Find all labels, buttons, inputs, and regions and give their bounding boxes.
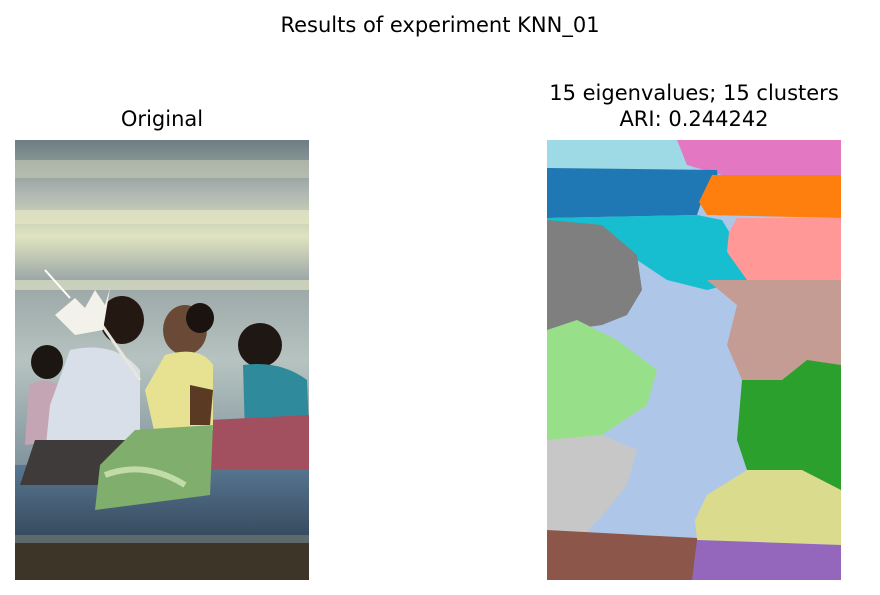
man-head — [100, 296, 144, 344]
segmentation-canvas — [547, 140, 841, 580]
wall-light-band-2 — [15, 280, 309, 290]
white-flower-offering — [55, 288, 110, 335]
segmentation-map — [547, 140, 841, 580]
segment-lightgray — [547, 435, 637, 532]
segment-lightred — [727, 218, 841, 280]
segment-pink — [677, 140, 841, 175]
front-woman-skirt — [95, 425, 213, 510]
segment-lightbrown — [707, 280, 841, 380]
segmentation-title: 15 eigenvalues; 15 clusters ARI: 0.24424… — [487, 80, 880, 132]
segmentation-title-line1: 15 eigenvalues; 15 clusters — [549, 81, 839, 105]
front-woman-sash — [190, 385, 213, 425]
original-image-title: Original — [120, 107, 204, 131]
segment-olive — [695, 470, 841, 545]
segment-brown — [547, 530, 699, 580]
man-shirt — [45, 347, 140, 455]
skirt-pattern — [103, 466, 187, 488]
segment-orange — [699, 175, 841, 218]
figure-title: Results of experiment KNN_01 — [280, 13, 600, 37]
segment-gray — [547, 220, 642, 330]
segment-green — [737, 360, 841, 500]
wall-light-band — [15, 210, 309, 224]
segment-lightblue — [547, 140, 692, 170]
original-photo — [15, 140, 309, 580]
wall-molding — [15, 160, 309, 178]
back-woman-skirt — [205, 415, 309, 470]
segment-purple — [692, 540, 841, 580]
original-photo-canvas — [15, 140, 309, 580]
child-head — [31, 345, 63, 379]
back-woman-head — [238, 323, 282, 367]
offering-tip — [44, 269, 71, 299]
front-woman-hair — [186, 303, 214, 333]
segmentation-ari-label: ARI: 0.244242 — [619, 107, 769, 131]
segment-blue — [547, 168, 719, 218]
floor-rim — [15, 535, 309, 543]
segment-lightgreen — [547, 320, 657, 450]
